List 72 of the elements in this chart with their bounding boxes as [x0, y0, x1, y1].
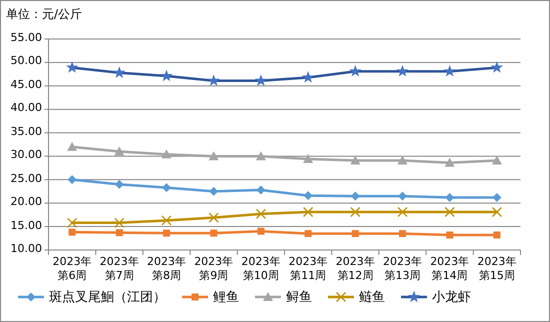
x-tick-label: 2023年第10周 — [240, 255, 282, 283]
legend-label: 鲟鱼 — [286, 289, 312, 306]
point — [492, 155, 502, 164]
point — [396, 66, 408, 76]
point — [304, 230, 312, 238]
point — [210, 230, 218, 237]
y-tick-label: 45.00 — [10, 78, 42, 91]
legend-label: 鲢鱼 — [359, 289, 385, 306]
point — [208, 151, 219, 160]
point — [491, 62, 502, 72]
point — [162, 149, 172, 158]
x-tick-label: 2023年第15周 — [476, 255, 518, 283]
point — [114, 66, 125, 78]
x-tick-label: 2023年第12周 — [334, 255, 376, 283]
point — [302, 72, 314, 82]
point — [399, 230, 406, 238]
point — [114, 146, 124, 156]
y-tick-label: 55.00 — [10, 31, 42, 44]
point — [68, 228, 76, 236]
point — [444, 158, 455, 167]
y-tick-label: 20.00 — [10, 195, 42, 208]
point — [398, 155, 408, 164]
point — [256, 208, 266, 220]
x-tick-label: 2023年第9周 — [193, 255, 234, 283]
point — [208, 212, 219, 223]
point — [493, 231, 500, 238]
point — [398, 192, 407, 201]
x-tick-label: 2023年第11周 — [288, 255, 329, 283]
y-tick-label: 40.00 — [10, 101, 42, 114]
point — [255, 74, 266, 86]
point — [160, 70, 172, 81]
x-tick-label: 2023年第7周 — [98, 255, 140, 283]
point — [350, 66, 361, 76]
point — [352, 230, 359, 238]
point — [116, 229, 123, 236]
point — [163, 230, 170, 237]
point — [162, 183, 171, 192]
point — [114, 218, 124, 228]
point — [161, 215, 172, 226]
point — [66, 62, 78, 72]
y-axis-title: 单位：元/公斤 — [6, 6, 82, 23]
point — [67, 142, 78, 151]
point — [302, 206, 314, 218]
point — [303, 154, 314, 164]
point — [446, 231, 454, 238]
legend-label: 斑点叉尾鮰（江团） — [49, 289, 166, 306]
x-tick-label: 2023年第6周 — [52, 255, 93, 283]
point — [350, 155, 360, 164]
y-tick-label: 10.00 — [10, 242, 42, 255]
point — [68, 175, 77, 184]
y-tick-label: 50.00 — [10, 54, 42, 68]
point — [350, 192, 360, 201]
point — [397, 206, 408, 218]
point — [445, 192, 454, 202]
y-tick-label: 15.00 — [10, 218, 42, 232]
point — [66, 218, 78, 228]
point — [114, 180, 124, 189]
point — [350, 206, 360, 218]
point — [492, 206, 502, 218]
x-tick-label: 2023年第14周 — [429, 255, 470, 283]
y-tick-label: 35.00 — [10, 124, 42, 138]
legend-label: 鲤鱼 — [213, 289, 239, 306]
point — [208, 74, 220, 86]
x-tick-label: 2023年第8周 — [146, 255, 187, 283]
legend-label: 小龙虾 — [432, 289, 471, 306]
x-tick-label: 2023年第13周 — [382, 255, 423, 283]
point — [444, 66, 456, 76]
point — [444, 206, 455, 218]
y-tick-label: 30.00 — [10, 148, 42, 162]
point — [256, 151, 266, 160]
point — [257, 228, 264, 235]
y-tick-label: 25.00 — [10, 172, 42, 185]
